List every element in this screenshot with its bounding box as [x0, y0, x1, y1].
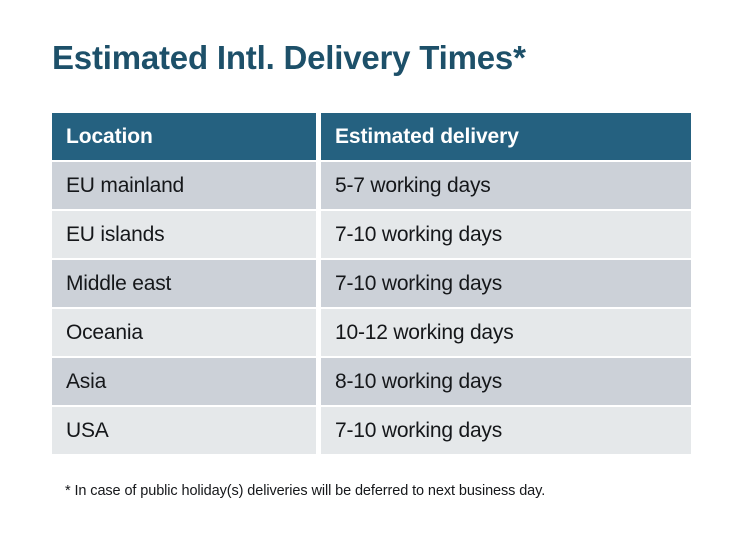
table-row: EU islands 7-10 working days [52, 211, 691, 258]
cell-delivery: 7-10 working days [321, 407, 691, 454]
table-header-row: Location Estimated delivery [52, 113, 691, 160]
cell-location: EU islands [52, 211, 316, 258]
cell-delivery: 5-7 working days [321, 162, 691, 209]
cell-location: Asia [52, 358, 316, 405]
table-row: Middle east 7-10 working days [52, 260, 691, 307]
cell-delivery: 7-10 working days [321, 211, 691, 258]
cell-location: Oceania [52, 309, 316, 356]
page-title: Estimated Intl. Delivery Times* [52, 39, 526, 76]
cell-delivery: 7-10 working days [321, 260, 691, 307]
estimated-delivery-times-table: Location Estimated delivery EU mainland … [52, 113, 691, 456]
column-header-estimated-delivery: Estimated delivery [321, 113, 691, 160]
table-row: Oceania 10-12 working days [52, 309, 691, 356]
cell-delivery: 8-10 working days [321, 358, 691, 405]
cell-location: EU mainland [52, 162, 316, 209]
cell-delivery: 10-12 working days [321, 309, 691, 356]
table-row: Asia 8-10 working days [52, 358, 691, 405]
footnote-text: * In case of public holiday(s) deliverie… [65, 483, 546, 499]
table-row: EU mainland 5-7 working days [52, 162, 691, 209]
cell-location: USA [52, 407, 316, 454]
table-row: USA 7-10 working days [52, 407, 691, 454]
cell-location: Middle east [52, 260, 316, 307]
column-header-location: Location [52, 113, 316, 160]
